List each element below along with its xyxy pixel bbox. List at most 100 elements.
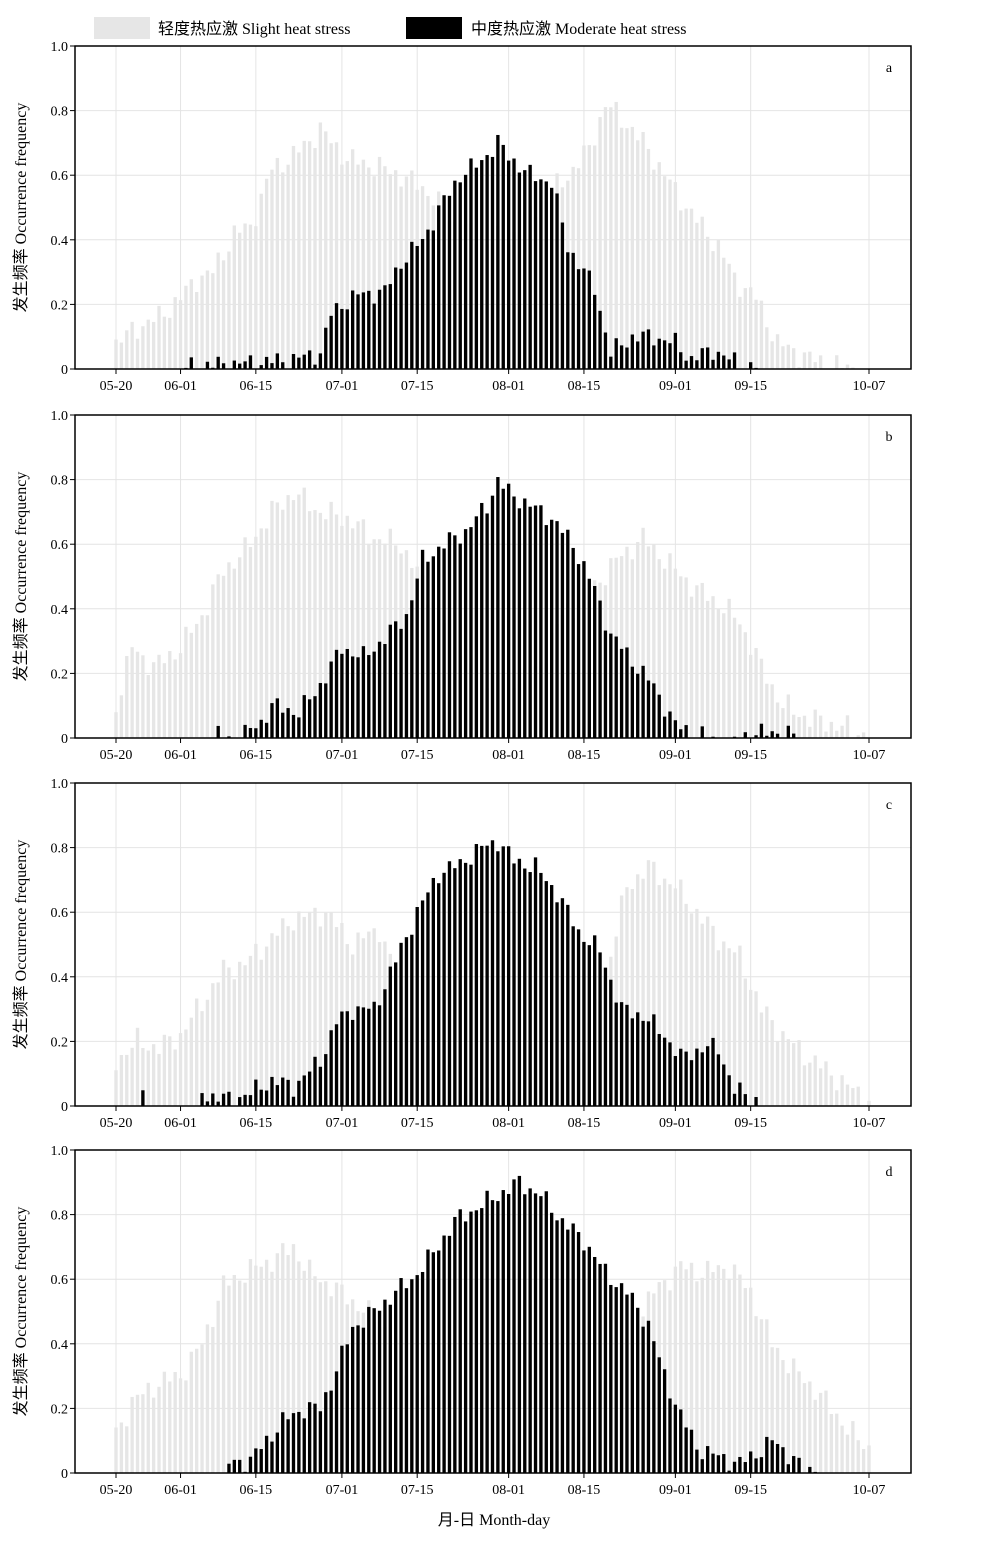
moderate-bar	[544, 181, 548, 369]
slight-bar	[205, 615, 210, 738]
moderate-bar	[636, 1307, 640, 1473]
slight-bar	[221, 959, 226, 1106]
moderate-bar	[630, 334, 635, 369]
moderate-bar	[367, 655, 371, 738]
slight-bar	[813, 709, 817, 738]
moderate-bar	[243, 361, 247, 369]
moderate-bar	[399, 1278, 403, 1473]
moderate-bar	[641, 1326, 645, 1473]
moderate-bar	[652, 683, 656, 738]
slight-bar	[130, 647, 134, 738]
moderate-bar	[264, 722, 269, 738]
slight-bar	[856, 1440, 860, 1473]
moderate-bar	[221, 1093, 226, 1106]
slight-bar	[861, 1449, 866, 1473]
moderate-bar	[324, 683, 328, 738]
slight-bar	[684, 903, 688, 1106]
moderate-bar	[582, 1250, 586, 1473]
moderate-bar	[345, 1344, 349, 1473]
moderate-bar	[555, 902, 559, 1106]
slight-bar	[603, 107, 608, 369]
moderate-bar	[517, 858, 522, 1106]
moderate-bar	[447, 532, 452, 738]
y-tick-label: 0.8	[51, 474, 69, 489]
moderate-bar	[485, 1190, 489, 1473]
moderate-bar	[619, 1002, 624, 1106]
slight-bar	[162, 316, 167, 369]
moderate-bar	[340, 308, 344, 369]
slight-bar	[146, 1050, 150, 1106]
y-tick-label: 0.8	[51, 1209, 69, 1224]
slight-bar	[307, 1259, 312, 1473]
slight-bar	[340, 525, 344, 738]
y-tick-label: 0.6	[51, 538, 69, 553]
y-tick-label: 0.6	[51, 1273, 69, 1288]
slight-bar	[695, 1281, 699, 1473]
slight-bar	[151, 662, 156, 738]
moderate-bar	[437, 1250, 441, 1473]
moderate-bar	[426, 1249, 430, 1473]
moderate-bar	[388, 284, 392, 369]
moderate-bar	[754, 1458, 758, 1473]
slight-bar	[243, 1282, 247, 1473]
slight-bar	[625, 128, 629, 369]
moderate-bar	[662, 1369, 667, 1473]
slight-bar	[318, 926, 323, 1106]
slight-bar	[232, 1274, 236, 1473]
moderate-bar	[636, 1012, 640, 1106]
moderate-bar	[689, 1060, 694, 1106]
y-tick-label: 0.4	[51, 234, 69, 249]
moderate-bar	[426, 561, 430, 738]
slight-bar	[195, 291, 199, 369]
moderate-bar	[625, 347, 629, 369]
slight-bar	[114, 1070, 118, 1106]
moderate-bar	[609, 1284, 613, 1473]
moderate-bar	[711, 359, 715, 369]
moderate-bar	[662, 1037, 667, 1106]
moderate-bar	[593, 935, 597, 1106]
moderate-bar	[619, 345, 624, 369]
x-tick-label: 09-01	[659, 1483, 692, 1498]
moderate-bar	[254, 1448, 258, 1473]
moderate-bar	[490, 840, 495, 1106]
slight-bar	[818, 715, 823, 738]
slight-bar	[238, 557, 242, 738]
chart-panel-d: 0 0.2 0.4 0.6 0.8 1.0 05-20 06-01 06-15 07-01 07-1…	[12, 1144, 912, 1498]
moderate-bar	[383, 989, 387, 1106]
slight-bar	[211, 983, 215, 1106]
moderate-bar	[291, 1096, 296, 1106]
moderate-bar	[792, 1456, 796, 1473]
slight-bar	[157, 654, 161, 738]
slight-bar	[329, 501, 333, 738]
moderate-bar	[797, 1457, 801, 1473]
moderate-bar	[232, 1459, 236, 1473]
slight-bar	[679, 210, 683, 369]
slight-bar	[684, 208, 688, 369]
moderate-bar	[517, 508, 522, 738]
slight-bar	[259, 959, 263, 1106]
moderate-bar	[501, 1190, 505, 1473]
slight-bar	[318, 1282, 323, 1473]
moderate-bar	[566, 1229, 570, 1473]
slight-bar	[130, 1396, 134, 1473]
moderate-bar	[248, 728, 253, 738]
slight-bar	[711, 596, 715, 738]
moderate-bar	[442, 1235, 446, 1473]
moderate-bar	[415, 245, 419, 369]
slight-bar	[619, 895, 624, 1106]
slight-bar	[324, 1281, 328, 1473]
slight-bar	[802, 715, 807, 738]
moderate-bar	[318, 683, 323, 738]
moderate-bar	[523, 498, 527, 738]
moderate-bar	[603, 630, 608, 738]
chart-panel-b: 0 0.2 0.4 0.6 0.8 1.0 05-20 06-01 06-15 07-01 07-1…	[12, 409, 912, 763]
slight-bar	[221, 260, 226, 369]
moderate-bar	[431, 230, 436, 369]
slight-bar	[636, 874, 640, 1106]
moderate-bar	[695, 360, 699, 369]
x-tick-label: 08-15	[568, 748, 601, 763]
moderate-bar	[792, 733, 796, 738]
moderate-bar	[582, 268, 586, 369]
y-tick-label: 0.8	[51, 105, 69, 120]
moderate-bar	[598, 952, 602, 1106]
